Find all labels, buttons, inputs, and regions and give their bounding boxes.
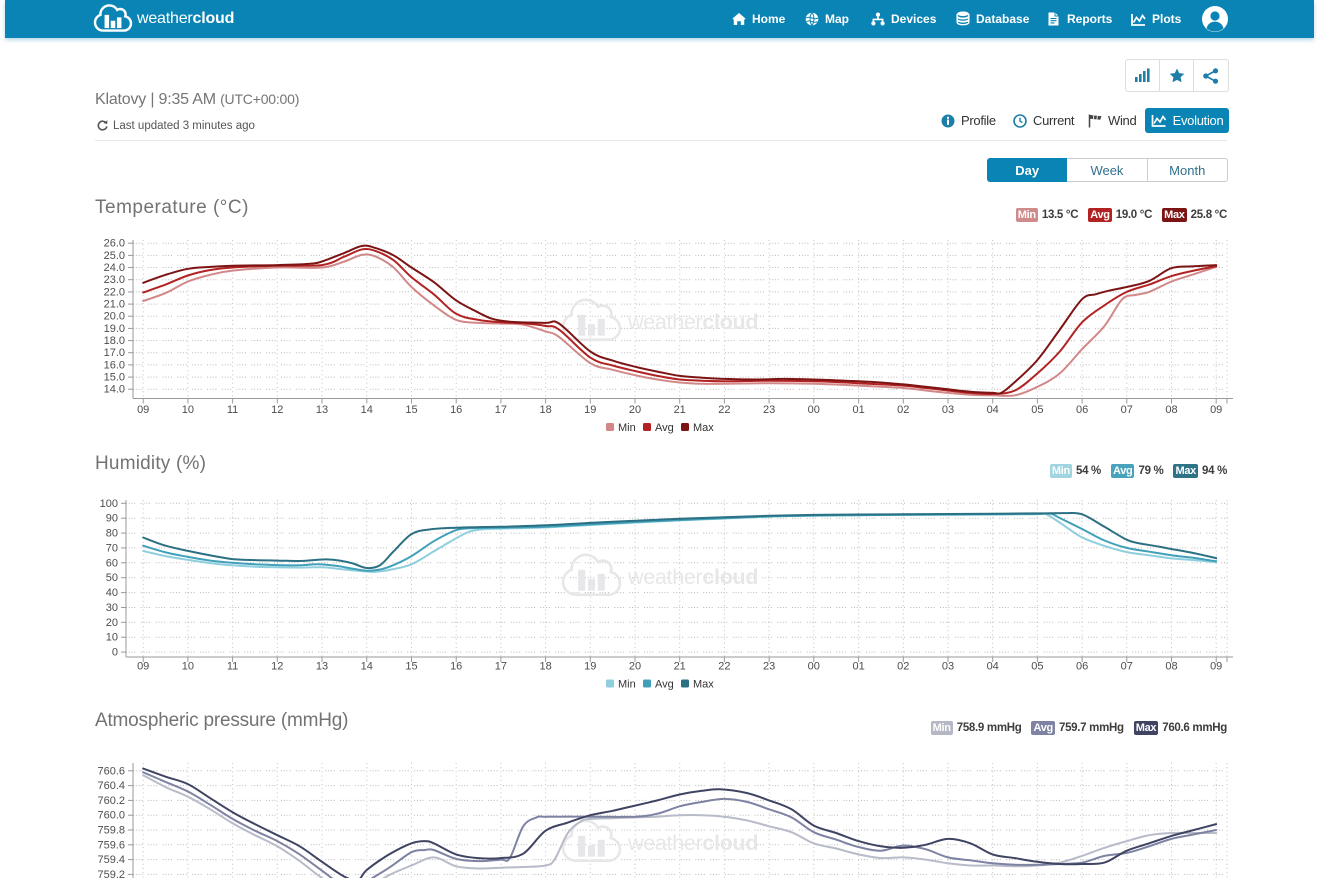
svg-text:Avg: Avg [655, 422, 674, 434]
svg-text:760.6: 760.6 [97, 765, 125, 777]
svg-text:07: 07 [1121, 404, 1133, 416]
svg-text:16: 16 [450, 661, 462, 673]
svg-text:16.0: 16.0 [104, 359, 125, 371]
svg-text:759.8: 759.8 [97, 825, 125, 837]
svg-text:759.6: 759.6 [97, 839, 125, 851]
svg-text:26.0: 26.0 [104, 238, 125, 250]
svg-text:06: 06 [1076, 661, 1088, 673]
svg-text:23: 23 [763, 404, 775, 416]
svg-text:weathercloud: weathercloud [627, 831, 758, 855]
svg-text:04: 04 [987, 661, 999, 673]
svg-text:14: 14 [361, 404, 373, 416]
svg-text:00: 00 [808, 661, 820, 673]
svg-text:15: 15 [405, 404, 417, 416]
svg-text:15.0: 15.0 [104, 372, 125, 384]
svg-text:0: 0 [112, 647, 118, 659]
svg-text:11: 11 [227, 661, 238, 673]
svg-text:10: 10 [182, 404, 194, 416]
svg-text:760.0: 760.0 [97, 810, 125, 822]
svg-text:Min: Min [618, 678, 636, 690]
svg-text:759.4: 759.4 [97, 854, 125, 866]
svg-text:16: 16 [450, 404, 462, 416]
svg-text:19: 19 [584, 661, 596, 673]
svg-text:12: 12 [271, 661, 283, 673]
svg-text:760.4: 760.4 [97, 780, 125, 792]
svg-text:weathercloud: weathercloud [627, 565, 758, 589]
svg-text:22: 22 [718, 404, 730, 416]
svg-text:30: 30 [106, 602, 118, 614]
svg-text:09: 09 [1210, 404, 1222, 416]
svg-text:40: 40 [106, 587, 118, 599]
svg-text:01: 01 [852, 661, 864, 673]
svg-text:10: 10 [106, 632, 118, 644]
svg-text:01: 01 [852, 404, 864, 416]
svg-text:Max: Max [693, 678, 714, 690]
svg-text:759.2: 759.2 [97, 869, 125, 878]
svg-text:10: 10 [182, 661, 194, 673]
svg-text:24.0: 24.0 [104, 262, 125, 274]
svg-text:09: 09 [137, 661, 149, 673]
svg-text:21: 21 [674, 661, 686, 673]
svg-text:23: 23 [763, 661, 775, 673]
svg-text:13: 13 [316, 404, 328, 416]
svg-text:05: 05 [1031, 404, 1043, 416]
svg-text:14.0: 14.0 [104, 384, 125, 396]
svg-text:09: 09 [1210, 661, 1222, 673]
svg-text:760.2: 760.2 [97, 795, 125, 807]
svg-text:11: 11 [227, 404, 238, 416]
svg-text:20: 20 [106, 617, 118, 629]
svg-text:22.0: 22.0 [104, 286, 125, 298]
svg-text:60: 60 [106, 557, 118, 569]
svg-text:05: 05 [1031, 661, 1043, 673]
svg-text:80: 80 [106, 528, 118, 540]
svg-text:15: 15 [405, 661, 417, 673]
svg-text:19: 19 [584, 404, 596, 416]
svg-text:19.0: 19.0 [104, 323, 125, 335]
svg-text:18: 18 [539, 404, 551, 416]
svg-text:17: 17 [495, 661, 507, 673]
svg-text:20: 20 [629, 404, 641, 416]
svg-text:12: 12 [271, 404, 283, 416]
svg-text:03: 03 [942, 661, 954, 673]
svg-text:20.0: 20.0 [104, 311, 125, 323]
svg-text:07: 07 [1121, 661, 1133, 673]
svg-text:03: 03 [942, 404, 954, 416]
svg-text:23.0: 23.0 [104, 274, 125, 286]
svg-text:70: 70 [106, 542, 118, 554]
svg-text:21.0: 21.0 [104, 299, 125, 311]
svg-text:13: 13 [316, 661, 328, 673]
svg-text:17.0: 17.0 [104, 347, 125, 359]
svg-text:18: 18 [539, 661, 551, 673]
svg-text:14: 14 [361, 661, 373, 673]
svg-text:04: 04 [987, 404, 999, 416]
svg-text:02: 02 [897, 404, 909, 416]
svg-text:Max: Max [693, 422, 714, 434]
svg-text:00: 00 [808, 404, 820, 416]
svg-text:09: 09 [137, 404, 149, 416]
svg-text:22: 22 [718, 661, 730, 673]
svg-text:Avg: Avg [655, 678, 674, 690]
svg-text:weathercloud: weathercloud [627, 310, 758, 334]
svg-text:20: 20 [629, 661, 641, 673]
svg-text:08: 08 [1165, 404, 1177, 416]
svg-text:Min: Min [618, 422, 636, 434]
svg-text:25.0: 25.0 [104, 250, 125, 262]
svg-text:18.0: 18.0 [104, 335, 125, 347]
svg-text:50: 50 [106, 572, 118, 584]
svg-text:100: 100 [100, 498, 118, 510]
svg-text:21: 21 [674, 404, 686, 416]
svg-text:90: 90 [106, 513, 118, 525]
svg-text:02: 02 [897, 661, 909, 673]
svg-text:17: 17 [495, 404, 507, 416]
svg-text:08: 08 [1165, 661, 1177, 673]
svg-text:06: 06 [1076, 404, 1088, 416]
